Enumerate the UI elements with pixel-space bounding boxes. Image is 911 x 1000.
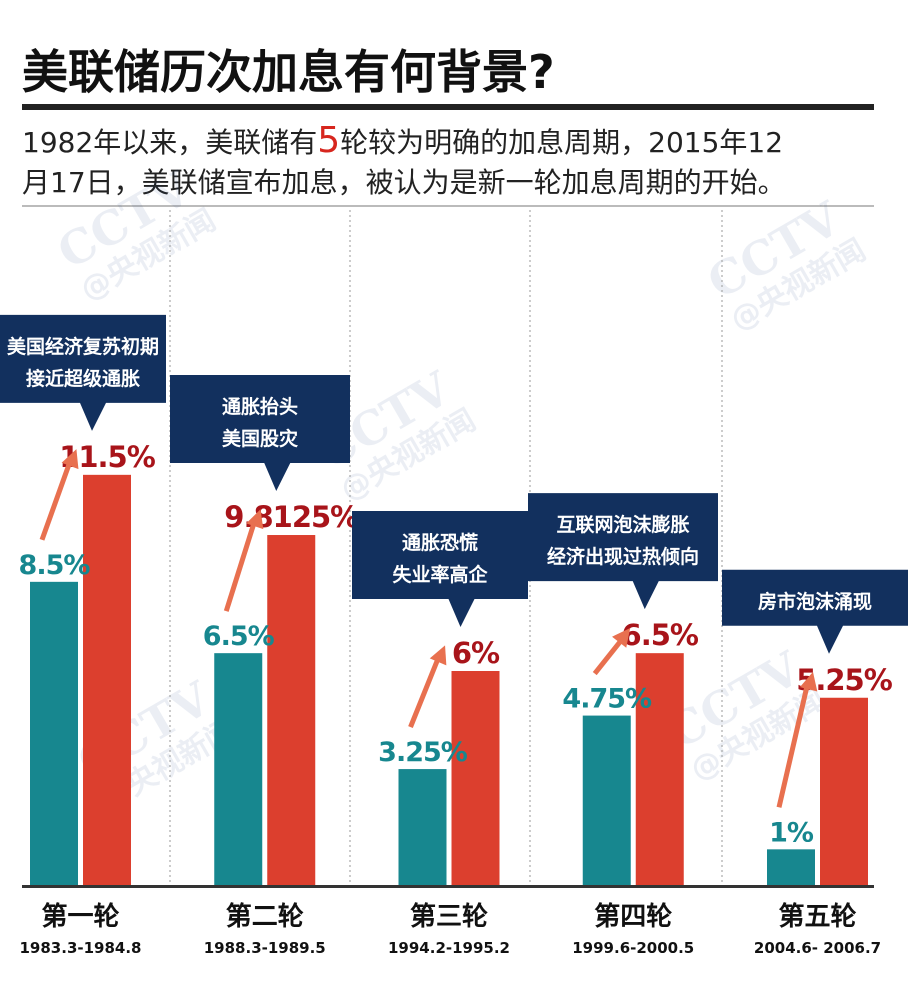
bar: [30, 581, 78, 885]
trend-arrow: [776, 681, 811, 808]
x-tick-label: 第四轮: [594, 901, 672, 932]
annotation-text: 经济出现过热倾向: [547, 545, 699, 568]
period-label: 1994.2-1995.2: [388, 939, 510, 957]
subtitle-text: 1982年以来，美联储有: [22, 126, 317, 159]
period-label: 1983.3-1984.8: [20, 939, 142, 957]
bar: [267, 535, 316, 885]
annotation-text: 通胀恐慌: [402, 531, 478, 554]
value-label: 3.25%: [378, 737, 468, 768]
subtitle-rule: [22, 205, 874, 207]
value-label: 8.5%: [19, 550, 91, 581]
trend-arrow-head: [246, 509, 264, 530]
value-label: 6.5%: [203, 621, 275, 652]
trend-arrow-head: [429, 645, 447, 666]
subtitle-highlight: 5: [317, 120, 340, 161]
annotation-text: 美国股灾: [222, 427, 298, 450]
annotation-text: 接近超级通胀: [26, 367, 140, 390]
bar: [635, 653, 684, 885]
trend-arrow-head: [612, 628, 631, 648]
baseline: [22, 885, 874, 888]
x-tick-label: 第三轮: [410, 901, 488, 932]
annotation-text: 失业率高企: [392, 563, 488, 586]
trend-arrow-head: [61, 449, 79, 470]
period-label: 2004.6- 2006.7: [754, 939, 881, 957]
bar: [214, 653, 263, 885]
x-tick-label: 第二轮: [226, 901, 304, 932]
period-label: 1988.3-1989.5: [204, 939, 326, 957]
trend-arrow-head: [799, 671, 818, 692]
trend-arrow: [223, 518, 258, 612]
annotation-text: 互联网泡沫膨胀: [556, 513, 689, 536]
annotation-text: 房市泡沫涌现: [758, 590, 872, 613]
value-label: 9.8125%: [224, 500, 359, 534]
annotation-box: [170, 375, 350, 492]
chart-title: 美联储历次加息有何背景?: [22, 45, 555, 99]
bar: [820, 697, 868, 885]
period-label: 1999.6-2000.5: [572, 939, 694, 957]
annotation-text: 美国经济复苏初期: [7, 335, 159, 358]
value-label: 6%: [452, 636, 500, 670]
annotation-box: [352, 511, 528, 627]
subtitle-line: 1982年以来，美联储有5轮较为明确的加息周期，2015年12: [22, 120, 783, 161]
bar: [83, 474, 131, 885]
value-label: 1%: [769, 817, 814, 848]
title-rule: [22, 104, 874, 110]
annotation-box: [528, 493, 718, 610]
bar: [398, 769, 447, 885]
x-tick-label: 第一轮: [41, 901, 119, 932]
bar: [451, 671, 500, 885]
bar: [767, 849, 815, 885]
x-tick-label: 第五轮: [778, 901, 856, 932]
value-label: 4.75%: [562, 684, 652, 715]
annotation-text: 通胀抬头: [222, 395, 298, 418]
value-label: 6.5%: [622, 618, 699, 652]
trend-arrow: [408, 654, 442, 729]
trend-arrow: [39, 457, 74, 541]
subtitle-line: 月17日，美联储宣布加息，被认为是新一轮加息周期的开始。: [22, 166, 786, 199]
bar: [582, 715, 631, 885]
subtitle-text: 轮较为明确的加息周期，2015年12: [340, 126, 783, 159]
annotation-box: [722, 569, 908, 654]
annotation-box: [0, 314, 166, 431]
trend-arrow: [592, 635, 626, 676]
